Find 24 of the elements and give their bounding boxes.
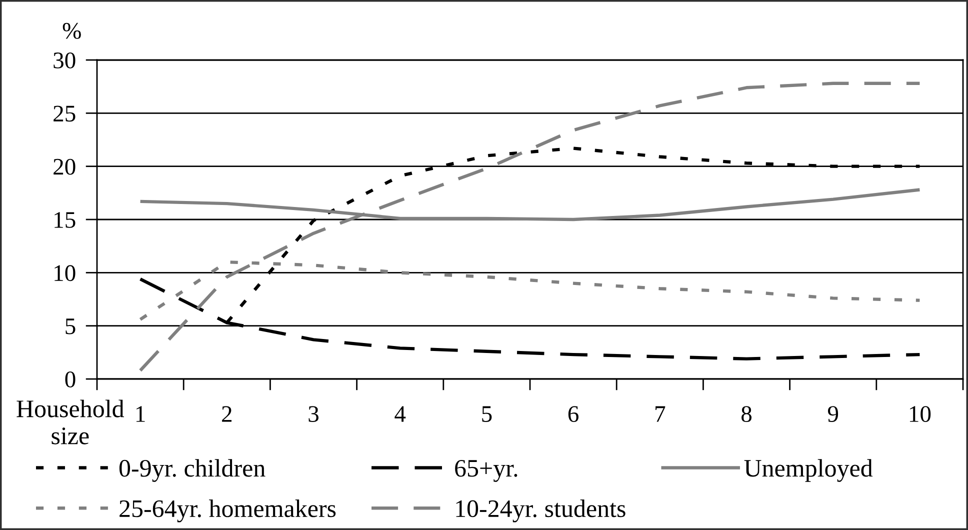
x-tick-label: 3 [308, 406, 318, 422]
y-tick-label: 15 [54, 212, 76, 228]
x-tick-label: 2 [222, 406, 232, 422]
x-axis-title: Household size [16, 400, 124, 444]
y-tick-label: 10 [54, 265, 76, 282]
x-tick-label: 9 [828, 406, 838, 422]
legend-label: 10-24yr. students [456, 500, 626, 522]
x-tick-label: 4 [394, 406, 406, 422]
x-tick-label: 8 [741, 406, 752, 422]
y-tick-label: 25 [54, 106, 76, 122]
x-tick-label: 1 [136, 406, 145, 422]
legend-label: 65+yr. [455, 460, 518, 482]
legend-label: 25-64yr. homemakers [120, 500, 336, 522]
y-tick-label: 20 [54, 158, 76, 175]
y-tick-label: 0 [65, 371, 76, 388]
y-tick-label: 30 [54, 52, 76, 68]
x-tick-label: 6 [568, 406, 578, 422]
x-tick-label: 10 [910, 406, 931, 422]
legend-label: 0-9yr. children [119, 459, 266, 482]
x-tick-label: 7 [656, 406, 666, 422]
x-tick-label: 5 [482, 406, 492, 422]
legend-label: Unemployed [744, 459, 873, 482]
y-tick-label: 5 [66, 318, 76, 334]
y-axis-title: % [62, 22, 81, 39]
